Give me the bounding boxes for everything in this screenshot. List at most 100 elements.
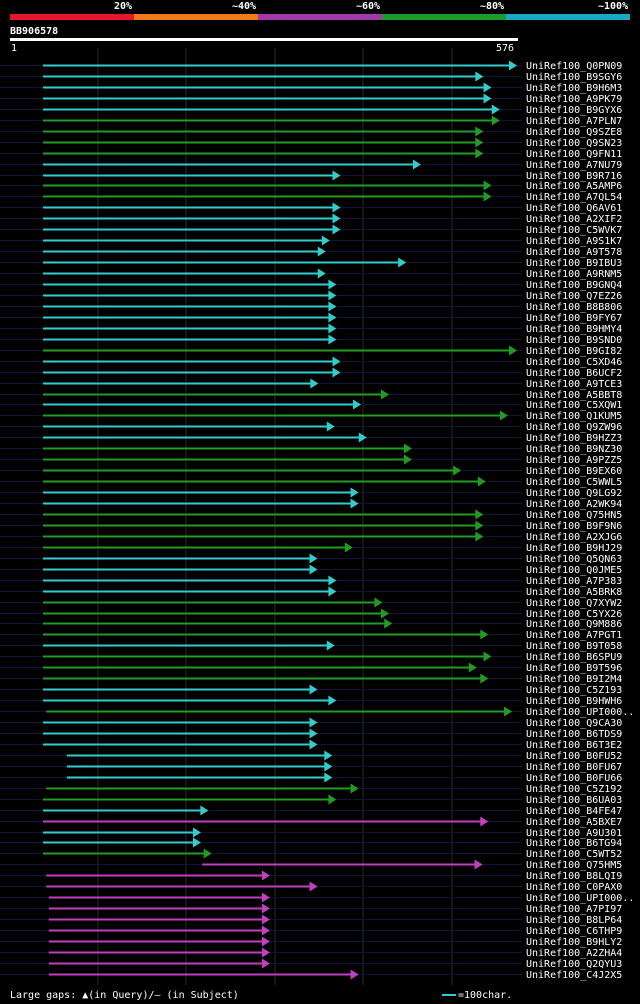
hit-label: UniRef100_B8B806 bbox=[526, 302, 622, 313]
hit-arrow bbox=[491, 104, 500, 115]
hit-arrow bbox=[350, 498, 359, 509]
hit-arrow bbox=[326, 421, 335, 432]
hit-label: UniRef100_Q7XYW2 bbox=[526, 598, 622, 609]
hit-label: UniRef100_B6UA03 bbox=[526, 795, 622, 806]
hit-arrow bbox=[350, 969, 359, 980]
hit-label: UniRef100_Q0PN09 bbox=[526, 61, 622, 72]
hit-arrow bbox=[328, 334, 337, 345]
hit-arrow bbox=[328, 695, 337, 706]
hit-arrow bbox=[321, 235, 330, 246]
hit-label: UniRef100_A9PK79 bbox=[526, 94, 622, 105]
hit-arrow bbox=[317, 246, 326, 257]
hit-arrow bbox=[483, 651, 492, 662]
hit-label: UniRef100_A7PLN7 bbox=[526, 116, 622, 127]
hit-label: UniRef100_A9U301 bbox=[526, 828, 622, 839]
hit-arrow bbox=[309, 553, 318, 564]
identity-scale-bar: 20% ~40% ~60% ~80% ~100% bbox=[10, 0, 630, 22]
hit-arrow bbox=[332, 213, 341, 224]
footer: Large gaps: ▲(in Query)/– (in Subject) =… bbox=[0, 988, 640, 1004]
hit-label: UniRef100_Q9SN23 bbox=[526, 138, 622, 149]
hit-arrow bbox=[483, 180, 492, 191]
hit-label: UniRef100_A7QL54 bbox=[526, 192, 622, 203]
hit-label: UniRef100_B6TDS9 bbox=[526, 729, 622, 740]
hit-arrow bbox=[380, 389, 389, 400]
hit-label: UniRef100_B9T596 bbox=[526, 663, 622, 674]
hit-arrow bbox=[332, 356, 341, 367]
hit-arrow bbox=[192, 827, 201, 838]
hit-arrow bbox=[332, 170, 341, 181]
hit-label: UniRef100_C5XQW1 bbox=[526, 400, 622, 411]
hit-label: UniRef100_UPI000.. bbox=[526, 707, 634, 718]
hit-arrow bbox=[261, 925, 270, 936]
hit-label: UniRef100_A7PI97 bbox=[526, 904, 622, 915]
hit-label: UniRef100_A9TCE3 bbox=[526, 379, 622, 390]
hit-arrow bbox=[475, 126, 484, 137]
hit-label: UniRef100_C5Z192 bbox=[526, 784, 622, 795]
hit-arrow bbox=[310, 378, 319, 389]
hit-arrow bbox=[380, 608, 389, 619]
hit-label: UniRef100_B8LQI9 bbox=[526, 871, 622, 882]
scale-label: ~100% bbox=[598, 1, 629, 12]
hit-arrow bbox=[384, 618, 393, 629]
hit-arrow bbox=[309, 881, 318, 892]
hit-label: UniRef100_B6UCF2 bbox=[526, 368, 622, 379]
hit-arrow bbox=[328, 575, 337, 586]
hit-label: UniRef100_C5YX26 bbox=[526, 609, 622, 620]
hit-arrow bbox=[350, 783, 359, 794]
hit-label: UniRef100_UPI000.. bbox=[526, 893, 634, 904]
hit-arrow bbox=[309, 564, 318, 575]
hit-arrow bbox=[328, 279, 337, 290]
hit-arrow bbox=[203, 848, 212, 859]
hit-arrow bbox=[200, 805, 209, 816]
hit-arrow bbox=[317, 268, 326, 279]
hit-arrow bbox=[475, 520, 484, 531]
hit-arrow bbox=[332, 367, 341, 378]
hit-label: UniRef100_Q9FN11 bbox=[526, 149, 622, 160]
hit-alignment-panel: UniRef100_Q0PN09UniRef100_B9SGY6UniRef10… bbox=[0, 48, 634, 985]
hit-arrow bbox=[475, 71, 484, 82]
scale-legend: =100char. bbox=[442, 990, 512, 1001]
hit-label: UniRef100_B9SND0 bbox=[526, 335, 622, 346]
query-start: 1 bbox=[11, 43, 18, 54]
hit-label: UniRef100_C6THP9 bbox=[526, 926, 622, 937]
hit-label: UniRef100_B6SPU9 bbox=[526, 652, 622, 663]
hit-arrow bbox=[358, 432, 367, 443]
hit-arrow bbox=[350, 487, 359, 498]
hit-label: UniRef100_B9NZ30 bbox=[526, 444, 622, 455]
hit-arrow bbox=[412, 159, 421, 170]
hit-label: UniRef100_B0FU52 bbox=[526, 751, 622, 762]
hit-arrow bbox=[509, 60, 517, 71]
hit-label: UniRef100_Q6AV61 bbox=[526, 203, 622, 214]
hit-arrow bbox=[491, 115, 500, 126]
hit-label: UniRef100_A9RNM5 bbox=[526, 269, 622, 280]
scale-band bbox=[506, 14, 630, 20]
hit-label: UniRef100_B9GI82 bbox=[526, 346, 622, 357]
hit-arrow bbox=[475, 509, 484, 520]
hit-label: UniRef100_C4J2X5 bbox=[526, 970, 622, 981]
hit-arrow bbox=[374, 597, 383, 608]
hit-label: UniRef100_B6TG94 bbox=[526, 838, 622, 849]
hit-arrow bbox=[261, 914, 270, 925]
hit-arrow bbox=[403, 443, 412, 454]
hit-arrow bbox=[499, 410, 508, 421]
hit-label: UniRef100_Q9CA30 bbox=[526, 718, 622, 729]
hit-label: UniRef100_B9R716 bbox=[526, 171, 622, 182]
hit-label: UniRef100_A9S1K7 bbox=[526, 236, 622, 247]
hit-arrow bbox=[328, 323, 337, 334]
hit-label: UniRef100_B9F9N6 bbox=[526, 521, 622, 532]
query-end: 576 bbox=[496, 43, 515, 54]
scale-label: ~40% bbox=[232, 1, 257, 12]
hit-label: UniRef100_A2ZHA4 bbox=[526, 948, 622, 959]
hit-arrow bbox=[192, 837, 201, 848]
hit-label: UniRef100_Q0JME5 bbox=[526, 565, 622, 576]
hit-label: UniRef100_Q75HM5 bbox=[526, 860, 622, 871]
hit-arrow bbox=[309, 728, 318, 739]
hit-arrow bbox=[261, 947, 270, 958]
hit-arrow bbox=[326, 640, 335, 651]
scale-band bbox=[134, 14, 258, 20]
hit-arrow bbox=[324, 761, 333, 772]
hit-arrow bbox=[309, 739, 318, 750]
hit-label: UniRef100_B0FU66 bbox=[526, 773, 622, 784]
hit-arrow bbox=[477, 476, 486, 487]
hit-label: UniRef100_A7PGT1 bbox=[526, 630, 622, 641]
